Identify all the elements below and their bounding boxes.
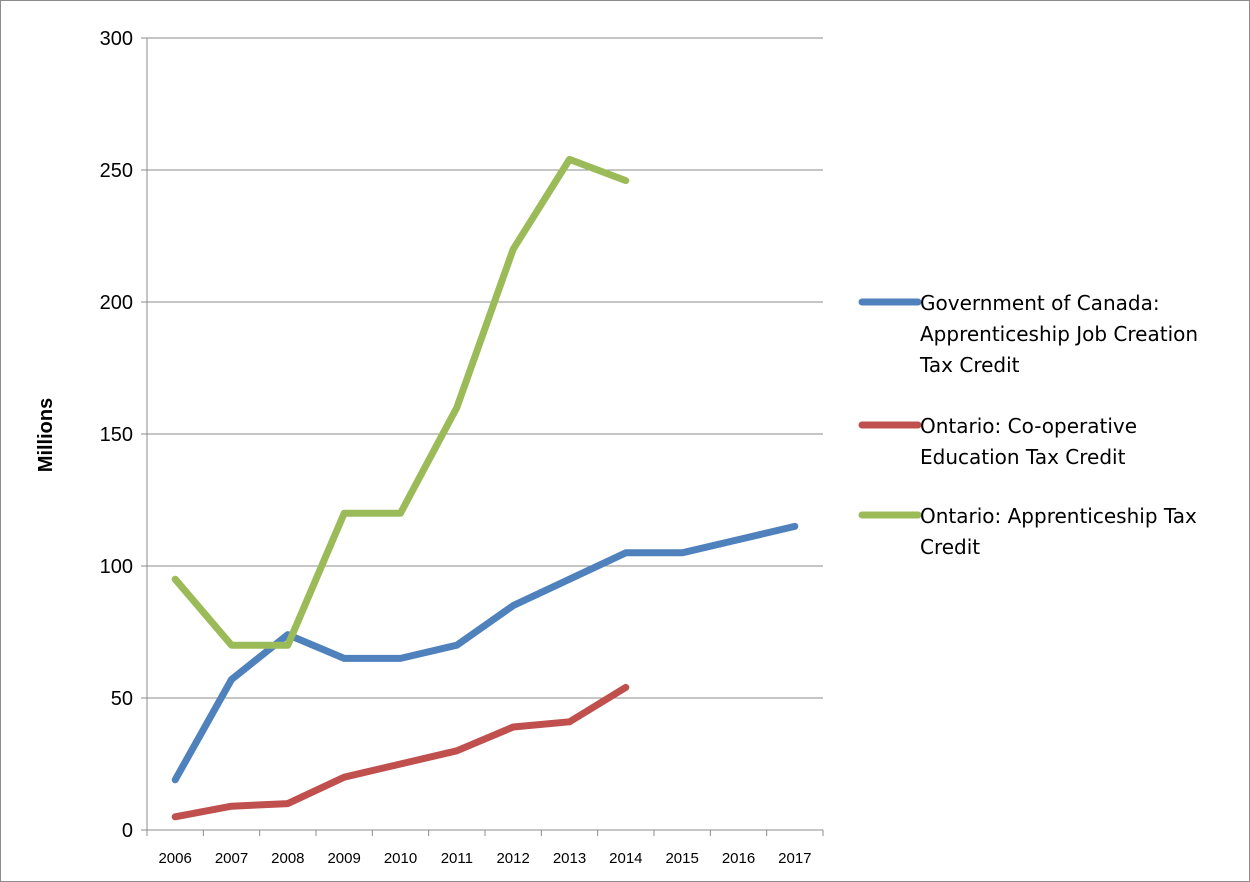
y-tick-label: 200 [100,292,133,314]
gridlines [147,37,823,699]
legend-label-1: Ontario: Co-operative [920,414,1137,438]
x-tick-label: 2017 [778,850,811,867]
legend: Government of Canada: Apprenticeship Job … [858,291,1198,559]
axes [141,37,824,836]
x-tick-labels: 2006 2007 2008 2009 2010 2011 2012 2013 2014 2015… [158,850,811,867]
legend-label-0: Tax Credit [919,353,1020,377]
x-tick-label: 2011 [441,850,473,867]
legend-label-2: Credit [920,535,980,559]
legend-label-0: Government of Canada: [920,291,1160,315]
y-tick-label: 250 [100,160,133,182]
y-tick-label: 300 [100,28,133,50]
y-tick-label: 100 [100,556,133,578]
y-axis-title: Millions [35,398,57,472]
x-tick-label: 2016 [722,850,755,867]
legend-label-1: Education Tax Credit [920,445,1126,469]
x-tick-label: 2015 [665,850,698,867]
x-tick-label: 2009 [327,850,360,867]
legend-label-2: Ontario: Apprenticeship Tax [920,504,1197,528]
x-tick-label: 2006 [158,850,191,867]
y-tick-label: 0 [122,820,133,842]
x-tick-label: 2014 [609,850,642,867]
x-tick-label: 2010 [384,850,417,867]
x-tick-label: 2008 [271,850,304,867]
series-line-1 [171,683,630,821]
y-tick-label: 150 [100,424,133,446]
legend-label-0: Apprenticeship Job Creation [920,322,1198,346]
series-lines [171,155,799,821]
y-tick-label: 50 [111,688,133,710]
x-tick-label: 2013 [553,850,586,867]
y-tick-labels: 0 50 100 150 200 250 300 [100,28,133,842]
x-tick-label: 2007 [215,850,248,867]
series-line-2 [171,155,630,649]
x-tick-label: 2012 [496,850,529,867]
